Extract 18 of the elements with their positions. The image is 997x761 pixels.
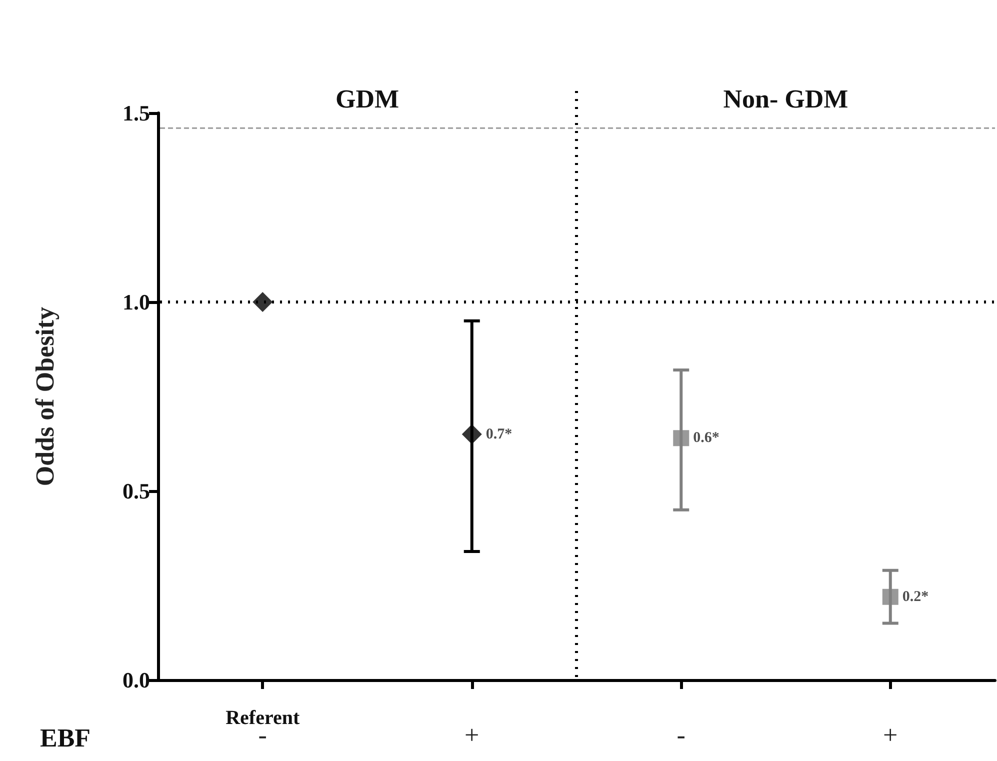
data-label: 0.7* xyxy=(486,426,512,442)
point xyxy=(673,430,690,446)
y-tick-label: 0.0 xyxy=(122,668,150,692)
y-axis-title: Odds of Obesity xyxy=(30,306,60,486)
x-tick-label: + xyxy=(464,720,480,750)
data-label: 0.6* xyxy=(693,430,720,446)
annotation: GDM xyxy=(335,84,400,114)
point xyxy=(882,588,898,605)
y-tick-label: 0.5 xyxy=(122,478,150,504)
x-tick-label: - xyxy=(676,720,686,750)
point xyxy=(252,292,273,312)
y-tick-label: 1.5 xyxy=(122,100,150,126)
point xyxy=(462,424,482,444)
x-tick-label: + xyxy=(883,720,898,750)
x-axis-title: EBF xyxy=(40,724,91,752)
data-label: 0.2* xyxy=(902,588,929,605)
annotation: Non- GDM xyxy=(723,84,848,114)
y-tick-label: 1.0 xyxy=(122,290,150,314)
